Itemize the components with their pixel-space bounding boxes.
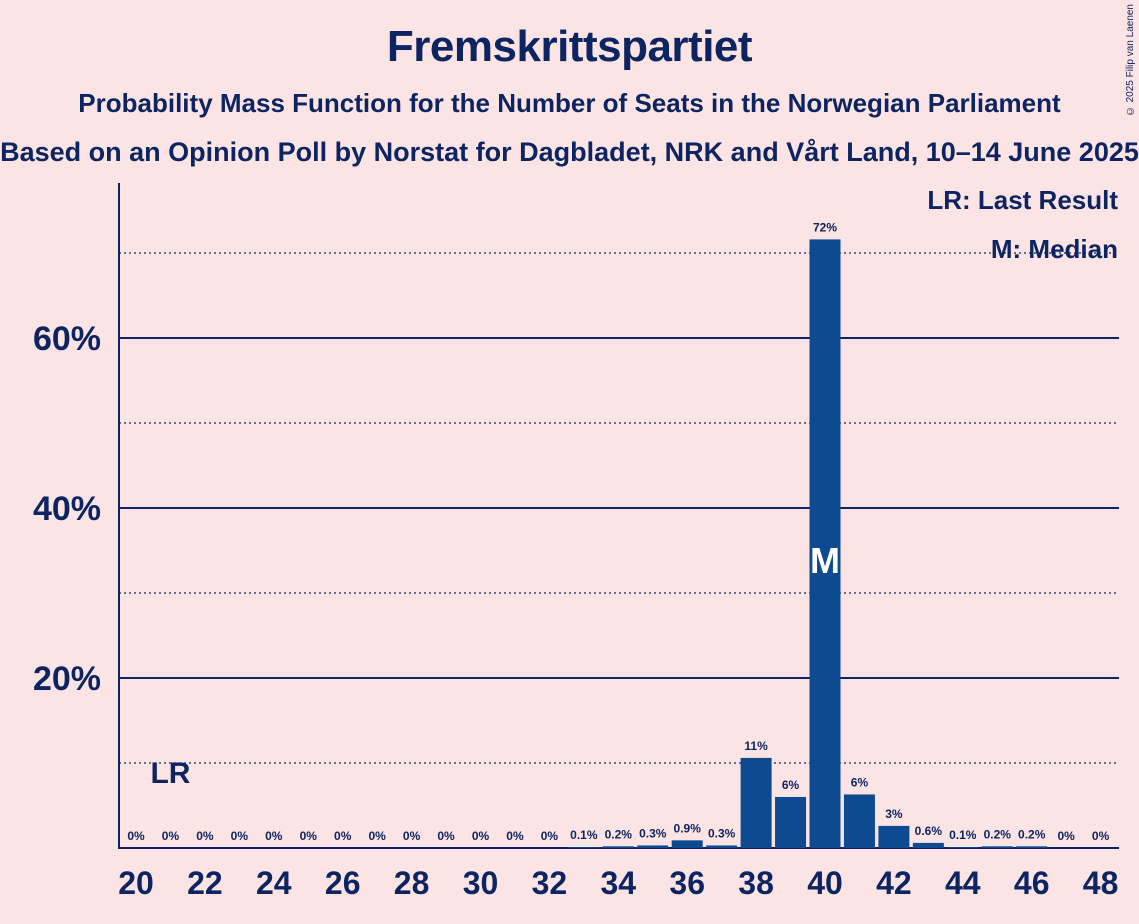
x-tick-label: 26 [325,865,361,901]
x-tick-label: 28 [394,865,430,901]
bar-seats-37 [706,845,738,848]
bar-value-label: 0% [506,829,524,843]
chart-subtitle: Probability Mass Function for the Number… [78,88,1061,118]
y-tick-label: 20% [33,660,101,698]
bar-value-label: 0.3% [708,826,736,840]
x-tick-label: 44 [945,865,981,901]
bar-value-label: 11% [744,739,768,753]
x-tick-label: 40 [807,865,843,901]
y-tick-label: 60% [33,320,101,358]
bar-seats-36 [671,840,703,848]
bar-value-label: 0.2% [1018,827,1046,841]
median-marker: M [810,540,840,581]
chart-title: Fremskrittspartiet [386,22,753,71]
x-tick-label: 20 [118,865,154,901]
bar-value-label: 0% [162,829,180,843]
bar-value-label: 0% [265,829,283,843]
bar-value-label: 0.3% [639,826,667,840]
bar-value-label: 0.1% [949,828,977,842]
bar-value-label: 0% [1057,829,1075,843]
y-tick-label: 40% [33,490,101,528]
bar-value-label: 6% [851,775,869,789]
bar-value-label: 0.2% [605,827,633,841]
bar-value-label: 0% [127,829,145,843]
x-tick-label: 24 [256,865,292,901]
x-tick-label: 36 [669,865,705,901]
legend-last-result: LR: Last Result [927,185,1118,215]
bar-seats-46 [1016,846,1048,848]
bar-seats-43 [912,842,944,848]
x-tick-label: 22 [187,865,223,901]
bar-seats-34 [602,846,634,848]
bar-seats-45 [981,846,1013,848]
bar-value-label: 6% [782,778,800,792]
chart-source-subtitle: Based on an Opinion Poll by Norstat for … [0,137,1139,167]
bar-value-label: 0% [437,829,455,843]
bar-value-label: 0% [368,829,386,843]
x-tick-label: 34 [601,865,637,901]
bar-seats-39 [775,797,807,848]
bar-value-label: 0% [1092,829,1110,843]
bar-seats-41 [843,794,875,848]
bar-value-label: 0% [231,829,249,843]
bar-value-label: 3% [885,807,903,821]
last-result-marker: LR [150,757,190,790]
bar-value-label: 0% [196,829,214,843]
x-tick-label: 32 [532,865,568,901]
bar-seats-35 [637,845,669,848]
bar-seats-38 [740,757,772,848]
bar-value-label: 0% [541,829,559,843]
x-tick-label: 30 [463,865,499,901]
bar-value-label: 72% [813,220,837,234]
bar-value-label: 0.9% [674,821,702,835]
x-tick-label: 38 [738,865,774,901]
bar-value-label: 0% [300,829,318,843]
bar-value-label: 0% [403,829,421,843]
bar-value-label: 0.1% [570,828,598,842]
x-tick-label: 42 [876,865,912,901]
x-tick-label: 48 [1083,865,1119,901]
bar-value-label: 0% [334,829,352,843]
bar-value-label: 0% [472,829,490,843]
legend-median: M: Median [991,234,1118,264]
bar-seats-42 [878,825,910,848]
bar-value-label: 0.6% [915,824,943,838]
bar-seats-40 [809,239,841,848]
bar-seats-44 [947,847,979,848]
bar-seats-33 [568,847,600,848]
x-tick-label: 46 [1014,865,1050,901]
bar-value-label: 0.2% [984,827,1012,841]
